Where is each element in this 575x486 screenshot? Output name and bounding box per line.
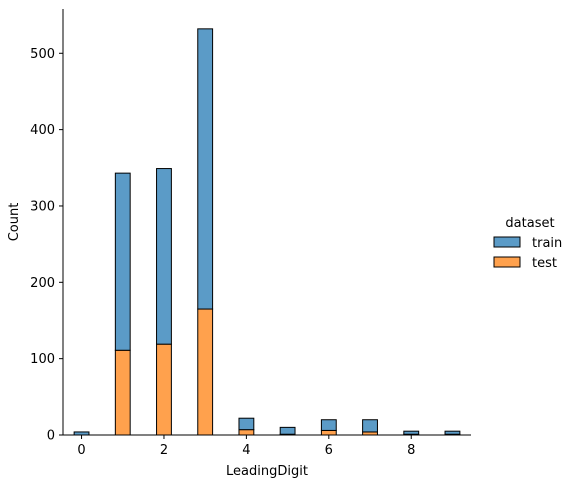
y-tick-label: 500: [30, 47, 55, 62]
bar-test-6: [320, 429, 337, 436]
legend-swatch-train: [493, 236, 521, 248]
bar-train-5: [279, 426, 296, 435]
x-tick-label: 2: [160, 443, 168, 458]
bar-test-1: [114, 349, 131, 436]
bar-test-2: [156, 343, 172, 436]
x-tick-label: 4: [242, 443, 250, 458]
bar-test-4: [238, 429, 255, 436]
bar-train-7: [362, 419, 378, 433]
legend: dataset train test: [493, 216, 562, 271]
legend-label-train: train: [532, 236, 562, 251]
legend-label-test: test: [532, 256, 557, 271]
bar-test-3: [197, 308, 214, 436]
bar-train-8: [403, 430, 420, 435]
bars-layer: [73, 28, 461, 436]
axes-layer: 0 2 4 6 8 0 100 200 300 400 500 LeadingDigit Count: [7, 9, 471, 479]
bar-train-6: [320, 419, 337, 431]
x-axis-title: LeadingDigit: [226, 464, 308, 479]
y-tick-label: 400: [30, 123, 55, 138]
x-tick-label: 8: [407, 443, 415, 458]
bar-train-3: [197, 28, 214, 310]
legend-swatch-test: [493, 256, 521, 268]
y-axis-title: Count: [7, 203, 22, 242]
x-tick-label: 6: [325, 443, 333, 458]
y-tick-label: 200: [30, 276, 55, 291]
y-tick-label: 0: [47, 429, 55, 444]
bar-train-9: [444, 430, 461, 435]
bar-train-1: [114, 172, 131, 351]
x-tick-label: 0: [77, 443, 85, 458]
legend-title: dataset: [505, 216, 554, 231]
y-tick-label: 100: [30, 352, 55, 367]
bar-train-2: [156, 168, 172, 345]
bar-train-4: [238, 417, 255, 431]
y-tick-label: 300: [30, 199, 55, 214]
